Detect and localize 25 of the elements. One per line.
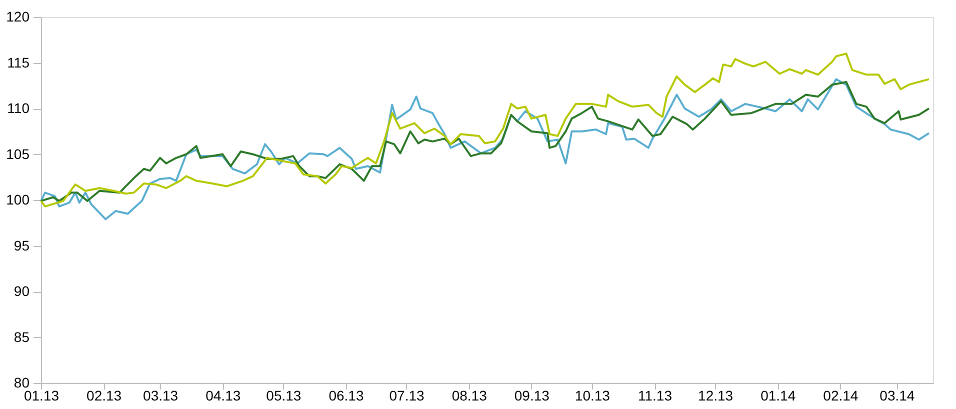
x-tick-label: 12.13 (698, 388, 734, 404)
x-tick-label: 10.13 (574, 388, 610, 404)
x-tick-label: 06.13 (328, 388, 364, 404)
y-tick-label: 120 (6, 8, 30, 24)
y-tick-label: 95 (14, 237, 30, 254)
x-tick-label: 02.14 (823, 388, 858, 404)
x-tick-label: 11.13 (638, 388, 672, 404)
line-series (40, 52, 930, 208)
x-tick-label: 03.13 (143, 388, 178, 404)
y-tick-label: 100 (6, 192, 30, 208)
x-tick-label: 01.13 (24, 388, 60, 404)
x-tick-label: 09.13 (514, 388, 550, 404)
x-tick-label: 05.13 (266, 388, 302, 404)
x-tick-label: 03.14 (880, 388, 915, 404)
y-tick-label: 115 (7, 54, 30, 70)
x-tick-label: 01.14 (760, 388, 796, 404)
x-tick-label: 07.13 (389, 388, 424, 404)
x-tick-label: 08.13 (452, 388, 488, 404)
y-tick-label: 90 (14, 283, 30, 299)
x-tick-label: 02.13 (86, 388, 122, 404)
y-tick-label: 80 (14, 374, 30, 390)
y-tick-label: 110 (7, 100, 30, 116)
x-tick-label: 04.13 (206, 388, 241, 404)
y-tick-label: 85 (14, 328, 30, 345)
y-tick-label: 105 (6, 146, 30, 162)
